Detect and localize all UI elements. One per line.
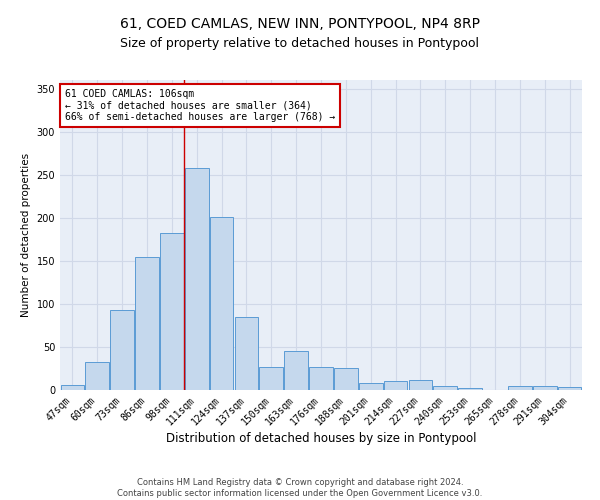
Bar xyxy=(135,256,159,390)
Bar xyxy=(160,234,184,390)
Bar xyxy=(558,388,581,390)
Bar xyxy=(259,367,283,390)
Bar xyxy=(284,351,308,390)
Bar xyxy=(61,385,84,390)
Y-axis label: Number of detached properties: Number of detached properties xyxy=(21,153,31,317)
Bar xyxy=(334,368,358,390)
Bar xyxy=(110,310,134,390)
Bar xyxy=(533,386,557,390)
Bar xyxy=(384,382,407,390)
Bar xyxy=(508,386,532,390)
Bar xyxy=(433,386,457,390)
Bar xyxy=(235,317,258,390)
X-axis label: Distribution of detached houses by size in Pontypool: Distribution of detached houses by size … xyxy=(166,432,476,446)
Bar xyxy=(210,217,233,390)
Text: 61, COED CAMLAS, NEW INN, PONTYPOOL, NP4 8RP: 61, COED CAMLAS, NEW INN, PONTYPOOL, NP4… xyxy=(120,18,480,32)
Text: Size of property relative to detached houses in Pontypool: Size of property relative to detached ho… xyxy=(121,38,479,51)
Text: Contains HM Land Registry data © Crown copyright and database right 2024.
Contai: Contains HM Land Registry data © Crown c… xyxy=(118,478,482,498)
Bar xyxy=(85,362,109,390)
Text: 61 COED CAMLAS: 106sqm
← 31% of detached houses are smaller (364)
66% of semi-de: 61 COED CAMLAS: 106sqm ← 31% of detached… xyxy=(65,90,335,122)
Bar xyxy=(359,383,383,390)
Bar xyxy=(185,168,209,390)
Bar xyxy=(309,367,333,390)
Bar xyxy=(409,380,432,390)
Bar xyxy=(458,388,482,390)
